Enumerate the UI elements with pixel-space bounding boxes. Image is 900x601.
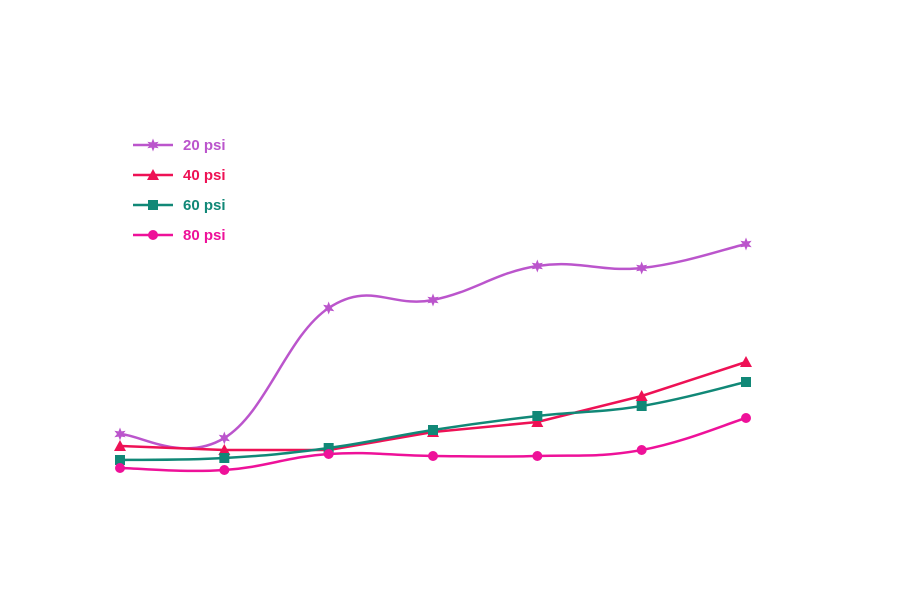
legend-item-20-psi[interactable]: 20 psi xyxy=(133,137,226,154)
data-point-60-psi-1 xyxy=(115,455,125,465)
data-point-60-psi-7 xyxy=(741,377,751,387)
legend: 20 psi 40 psi 60 psi 80 psi xyxy=(133,137,226,244)
legend-marker-80-psi xyxy=(148,230,158,240)
data-point-40-psi-2 xyxy=(218,444,231,455)
data-point-20-psi-2 xyxy=(218,431,230,445)
data-point-40-psi-6 xyxy=(635,390,648,401)
series-20-psi xyxy=(114,237,752,450)
series-80-psi xyxy=(115,413,751,475)
data-point-60-psi-3 xyxy=(323,443,334,453)
series-layer xyxy=(114,237,752,475)
legend-item-40-psi[interactable]: 40 psi xyxy=(133,167,226,184)
data-point-20-psi-6 xyxy=(636,261,648,275)
legend-marker-20-psi xyxy=(147,138,159,152)
data-point-80-psi-2 xyxy=(219,465,230,475)
data-point-20-psi-1 xyxy=(114,427,126,441)
legend-label-60-psi: 60 psi xyxy=(183,197,226,214)
data-point-20-psi-4 xyxy=(427,293,439,307)
data-point-20-psi-7 xyxy=(740,237,752,251)
data-point-40-psi-1 xyxy=(114,440,126,451)
data-point-60-psi-5 xyxy=(532,411,543,421)
legend-label-40-psi: 40 psi xyxy=(183,167,226,184)
data-point-60-psi-4 xyxy=(428,425,438,435)
series-40-psi xyxy=(114,356,752,455)
legend-label-80-psi: 80 psi xyxy=(183,227,226,244)
data-point-20-psi-5 xyxy=(531,259,543,273)
legend-label-20-psi: 20 psi xyxy=(183,137,226,154)
data-point-40-psi-5 xyxy=(531,416,544,427)
data-point-60-psi-2 xyxy=(219,453,230,463)
legend-item-60-psi[interactable]: 60 psi xyxy=(133,197,226,214)
series-line-20-psi xyxy=(118,242,748,450)
series-60-psi xyxy=(115,377,751,465)
data-point-20-psi-3 xyxy=(323,301,335,315)
data-point-80-psi-3 xyxy=(323,449,334,459)
data-point-80-psi-4 xyxy=(428,451,438,461)
data-point-80-psi-1 xyxy=(115,463,125,473)
data-point-40-psi-7 xyxy=(740,356,752,367)
data-point-80-psi-5 xyxy=(532,451,543,461)
data-point-80-psi-6 xyxy=(636,445,647,455)
legend-marker-40-psi xyxy=(147,169,159,180)
legend-item-80-psi[interactable]: 80 psi xyxy=(133,227,226,244)
data-point-60-psi-6 xyxy=(636,401,647,411)
data-point-80-psi-7 xyxy=(741,413,751,423)
legend-marker-60-psi xyxy=(148,200,158,210)
